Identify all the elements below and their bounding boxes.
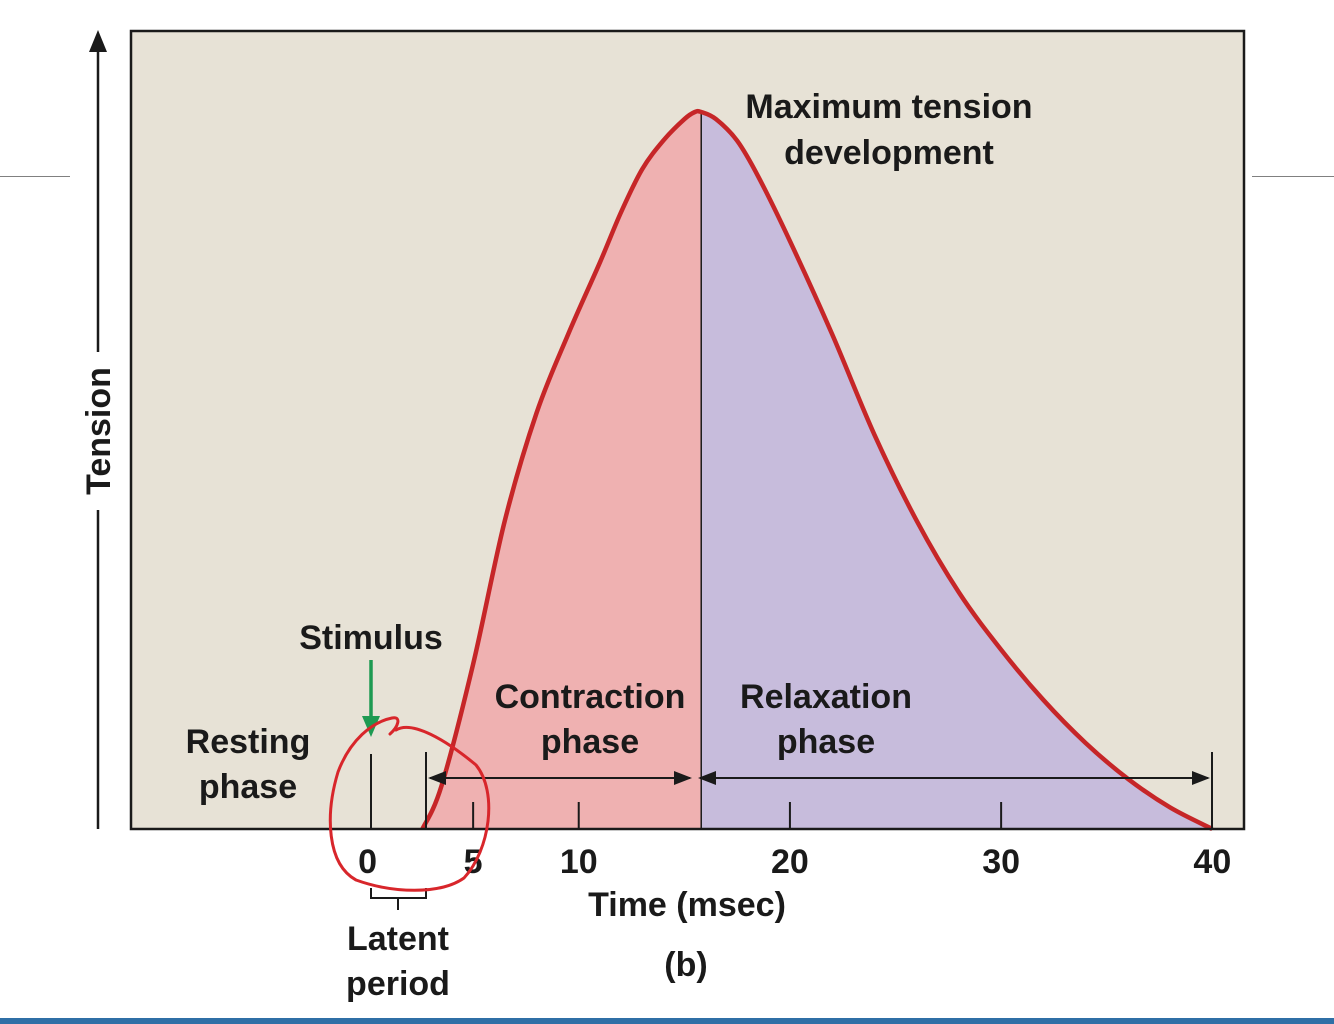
figure-caption: (b): [664, 946, 707, 984]
contraction-phase-label-line2: phase: [541, 723, 639, 761]
x-tick-labels: 0 5 10 20 30 40: [358, 843, 1231, 881]
x-tick-label: 30: [982, 843, 1020, 881]
resting-phase-label-line1: Resting: [186, 723, 311, 761]
max-tension-label-line1: Maximum tension: [745, 88, 1032, 126]
relaxation-phase-label-line2: phase: [777, 723, 875, 761]
latent-period-label-line2: period: [346, 965, 450, 1003]
contraction-phase-label-line1: Contraction: [495, 678, 686, 716]
y-label-mask: [82, 352, 114, 510]
slide-rule-left: [0, 176, 70, 177]
y-axis-arrowhead: [89, 30, 107, 52]
twitch-curve: [420, 108, 1214, 832]
relaxation-arrowhead-right: [1192, 771, 1210, 785]
contraction-area: [422, 111, 702, 830]
x-tick-label: 20: [771, 843, 809, 881]
contraction-arrowhead-left: [428, 771, 446, 785]
relaxation-arrowhead-left: [698, 771, 716, 785]
slide-bottom-bar: [0, 1018, 1334, 1024]
y-axis-label: Tension: [80, 367, 118, 495]
relaxation-area: [701, 112, 1213, 829]
relaxation-phase-label-line1: Relaxation: [740, 678, 912, 716]
stimulus-label: Stimulus: [299, 619, 443, 657]
x-tick-marks: [472, 802, 1003, 829]
x-tick-label: 10: [560, 843, 598, 881]
x-tick-label: 0: [358, 843, 377, 881]
x-axis-label: Time (msec): [588, 886, 786, 924]
plot-frame: [129, 29, 1246, 831]
max-tension-label-line2: development: [784, 134, 994, 172]
resting-phase-label-line2: phase: [199, 768, 297, 806]
handdrawn-circle-annotation: [328, 716, 491, 892]
x-tick-label: 40: [1193, 843, 1231, 881]
latent-period-label-line1: Latent: [347, 920, 449, 958]
contraction-arrowhead-right: [674, 771, 692, 785]
slide-rule-right: [1252, 176, 1334, 177]
latent-period-bracket: [370, 888, 427, 910]
